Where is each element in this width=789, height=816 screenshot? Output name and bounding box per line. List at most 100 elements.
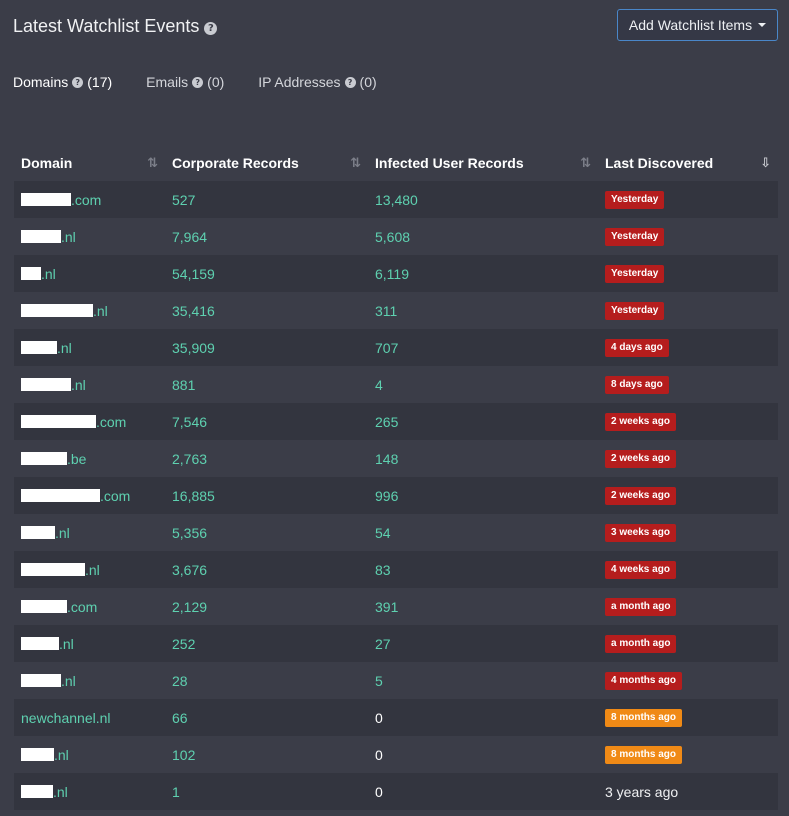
cell-corporate-records[interactable]: 16,885 <box>165 488 368 504</box>
cell-corporate-records[interactable]: 1 <box>165 784 368 800</box>
table-row[interactable]: .com 2,129 391 a month ago <box>14 588 778 625</box>
domain-link[interactable]: .com <box>21 192 101 208</box>
cell-corporate-records[interactable]: 35,909 <box>165 340 368 356</box>
domain-link[interactable]: .com <box>21 414 126 430</box>
cell-corporate-records[interactable]: 7,964 <box>165 229 368 245</box>
cell-corporate-records[interactable]: 102 <box>165 747 368 763</box>
cell-corporate-records[interactable]: 252 <box>165 636 368 652</box>
cell-infected-user-records[interactable]: 27 <box>368 636 598 652</box>
cell-corporate-records[interactable]: 66 <box>165 710 368 726</box>
tab-domains[interactable]: Domains ? (17) <box>13 74 112 90</box>
cell-infected-user-records[interactable]: 311 <box>368 303 598 319</box>
column-header-infected-user-records[interactable]: Infected User Records ⇅ <box>368 155 598 171</box>
add-watchlist-items-button[interactable]: Add Watchlist Items <box>617 9 778 41</box>
domain-link[interactable]: .be <box>21 451 86 467</box>
cell-corporate-records[interactable]: 2,129 <box>165 599 368 615</box>
sort-icon: ⇅ <box>147 155 158 171</box>
cell-infected-user-records[interactable]: 391 <box>368 599 598 615</box>
status-badge: 2 weeks ago <box>605 487 676 505</box>
column-header-corporate-records[interactable]: Corporate Records ⇅ <box>165 155 368 171</box>
cell-domain: .com <box>14 488 165 504</box>
cell-infected-user-records[interactable]: 5 <box>368 673 598 689</box>
domain-link[interactable]: .nl <box>21 229 76 245</box>
cell-infected-user-records[interactable]: 83 <box>368 562 598 578</box>
table-row[interactable]: .nl 3,676 83 4 weeks ago <box>14 551 778 588</box>
tab-ip-addresses-count: (0) <box>359 74 377 90</box>
cell-corporate-records[interactable]: 7,546 <box>165 414 368 430</box>
cell-infected-user-records[interactable]: 707 <box>368 340 598 356</box>
domain-link[interactable]: .nl <box>21 673 76 689</box>
cell-infected-user-records[interactable]: 5,608 <box>368 229 598 245</box>
tab-domains-count: (17) <box>87 74 113 90</box>
table-row[interactable]: .com 16,885 996 2 weeks ago <box>14 477 778 514</box>
column-header-domain[interactable]: Domain ⇅ <box>14 155 165 171</box>
tab-ip-addresses[interactable]: IP Addresses ? (0) <box>258 74 376 90</box>
help-icon[interactable]: ? <box>72 76 84 88</box>
tab-emails[interactable]: Emails ? (0) <box>146 74 224 90</box>
table-row[interactable]: .com 527 13,480 Yesterday <box>14 181 778 218</box>
cell-last-discovered: Yesterday <box>598 227 778 246</box>
table-row[interactable]: .be 2,763 148 2 weeks ago <box>14 440 778 477</box>
table-row[interactable]: .nl 102 0 8 months ago <box>14 736 778 773</box>
domain-link[interactable]: .nl <box>21 562 100 578</box>
cell-corporate-records[interactable]: 35,416 <box>165 303 368 319</box>
cell-corporate-records[interactable]: 5,356 <box>165 525 368 541</box>
table-row[interactable]: .nl 35,416 311 Yesterday <box>14 292 778 329</box>
domain-link[interactable]: .nl <box>21 747 69 763</box>
domain-link[interactable]: .nl <box>21 266 56 282</box>
cell-infected-user-records[interactable]: 6,119 <box>368 266 598 282</box>
cell-domain: .com <box>14 414 165 430</box>
table-row[interactable]: .nl 252 27 a month ago <box>14 625 778 662</box>
redacted-domain-block <box>21 230 61 243</box>
status-badge: Yesterday <box>605 302 665 320</box>
table-row[interactable]: .nl 5,356 54 3 weeks ago <box>14 514 778 551</box>
cell-infected-user-records[interactable]: 996 <box>368 488 598 504</box>
cell-last-discovered: 4 months ago <box>598 671 778 690</box>
domain-link[interactable]: .nl <box>21 303 108 319</box>
domain-link[interactable]: .nl <box>21 636 74 652</box>
cell-corporate-records[interactable]: 527 <box>165 192 368 208</box>
domain-link[interactable]: .nl <box>21 340 72 356</box>
column-header-label: Infected User Records <box>375 155 524 171</box>
help-icon[interactable]: ? <box>344 76 356 88</box>
help-icon[interactable]: ? <box>204 21 218 35</box>
cell-infected-user-records[interactable]: 265 <box>368 414 598 430</box>
tab-ip-addresses-label: IP Addresses <box>258 74 341 90</box>
status-badge: Yesterday <box>605 228 665 246</box>
domain-link[interactable]: .nl <box>21 377 86 393</box>
cell-corporate-records[interactable]: 2,763 <box>165 451 368 467</box>
cell-infected-user-records[interactable]: 54 <box>368 525 598 541</box>
tab-emails-label: Emails <box>146 74 189 90</box>
table-row[interactable]: .nl 35,909 707 4 days ago <box>14 329 778 366</box>
cell-corporate-records[interactable]: 28 <box>165 673 368 689</box>
status-badge: a month ago <box>605 598 677 616</box>
table-row[interactable]: .com 7,546 265 2 weeks ago <box>14 403 778 440</box>
cell-corporate-records[interactable]: 3,676 <box>165 562 368 578</box>
domain-link[interactable]: newchannel.nl <box>21 710 111 726</box>
corporate-records-value: 7,546 <box>172 413 208 430</box>
table-row[interactable]: .nl 7,964 5,608 Yesterday <box>14 218 778 255</box>
domain-link[interactable]: .nl <box>21 784 68 800</box>
domain-link[interactable]: .com <box>21 488 130 504</box>
domain-link[interactable]: .com <box>21 599 97 615</box>
table-row[interactable]: newchannel.nl 66 0 8 months ago <box>14 699 778 736</box>
domain-link[interactable]: .nl <box>21 525 70 541</box>
help-icon[interactable]: ? <box>192 76 204 88</box>
cell-infected-user-records[interactable]: 13,480 <box>368 192 598 208</box>
cell-domain: .nl <box>14 636 165 652</box>
cell-last-discovered: Yesterday <box>598 190 778 209</box>
cell-corporate-records[interactable]: 881 <box>165 377 368 393</box>
cell-infected-user-records[interactable]: 148 <box>368 451 598 467</box>
cell-corporate-records[interactable]: 54,159 <box>165 266 368 282</box>
column-header-last-discovered[interactable]: Last Discovered ⇩ <box>598 155 778 171</box>
corporate-records-value: 881 <box>172 376 196 393</box>
redacted-domain-block <box>21 674 61 687</box>
cell-infected-user-records[interactable]: 4 <box>368 377 598 393</box>
cell-last-discovered: 4 days ago <box>598 338 778 357</box>
cell-domain: .nl <box>14 377 165 393</box>
table-row[interactable]: .nl 54,159 6,119 Yesterday <box>14 255 778 292</box>
table-row[interactable]: .nl 881 4 8 days ago <box>14 366 778 403</box>
table-row[interactable]: .nl 1 0 3 years ago <box>14 773 778 810</box>
cell-infected-user-records: 0 <box>368 784 598 800</box>
table-row[interactable]: .nl 28 5 4 months ago <box>14 662 778 699</box>
